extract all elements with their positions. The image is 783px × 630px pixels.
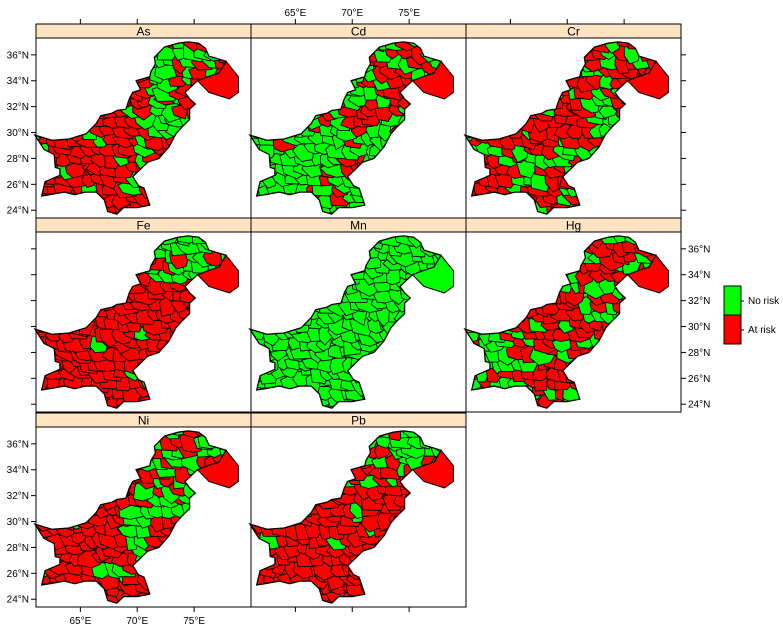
axes: 65°E 70°E 75°E 65°E 70°E 75°E 24°N 26°N 28°N 30°N…: [7, 8, 711, 627]
axis-tick-label: 28°N: [688, 348, 710, 359]
panel-title: As: [136, 25, 150, 39]
panel-cr: Cr: [463, 23, 682, 219]
panel-title: Cr: [567, 25, 580, 39]
axis-tick-label: 34°N: [7, 465, 29, 476]
axis-tick-label: 65°E: [69, 616, 91, 627]
legend-swatch: [723, 285, 742, 316]
axis-tick-label: 32°N: [688, 296, 710, 307]
country-outline: [463, 235, 657, 409]
map-area: [248, 37, 467, 219]
axis-tick-label: 75°E: [183, 616, 205, 627]
panel-cd: Cd: [248, 23, 467, 219]
country-outline: [248, 235, 442, 409]
axis-tick-label: 65°E: [284, 8, 306, 19]
map-area: [463, 231, 682, 413]
legend-label: No risk: [748, 296, 780, 307]
axis-tick-label: 24°N: [7, 595, 29, 606]
axis-tick-label: 32°N: [7, 491, 29, 502]
map-area: [248, 426, 467, 608]
axis-tick-label: 24°N: [688, 400, 710, 411]
country-outline: [33, 41, 227, 215]
axis-tick-label: 28°N: [7, 154, 29, 165]
map-panels: As Cd Cr Fe Mn Hg Ni Pb: [33, 23, 682, 608]
axis-tick-label: 36°N: [7, 50, 29, 61]
country-outline: [33, 430, 227, 604]
map-area: [33, 426, 252, 608]
axis-tick-label: 36°N: [7, 439, 29, 450]
panel-fe: Fe: [33, 217, 252, 413]
axis-tick-label: 36°N: [688, 244, 710, 255]
panel-pb: Pb: [248, 412, 467, 608]
axis-tick-label: 30°N: [688, 322, 710, 333]
axis-tick-label: 70°E: [126, 616, 148, 627]
map-area: [33, 37, 252, 219]
legend-swatch: [723, 314, 742, 345]
country-outline: [33, 235, 227, 409]
panel-title: Ni: [138, 414, 149, 428]
axis-tick-label: 34°N: [7, 76, 29, 87]
legend-label: At risk: [748, 325, 777, 336]
axis-tick-label: 32°N: [7, 102, 29, 113]
axis-tick-label: 26°N: [7, 180, 29, 191]
axis-tick-label: 30°N: [7, 517, 29, 528]
country-outline: [463, 41, 657, 215]
country-outline: [248, 41, 442, 215]
panel-title: Cd: [351, 25, 366, 39]
panel-ni: Ni: [33, 412, 252, 608]
panel-hg: Hg: [463, 217, 682, 413]
panel-mn: Mn: [248, 217, 467, 413]
axis-tick-label: 30°N: [7, 128, 29, 139]
country-outline: [248, 430, 442, 604]
district: [349, 315, 374, 337]
axis-tick-label: 75°E: [398, 8, 420, 19]
axis-tick-label: 26°N: [688, 374, 710, 385]
map-area: [463, 37, 682, 219]
legend: No risk At risk: [723, 285, 780, 345]
axis-tick-label: 70°E: [341, 8, 363, 19]
map-area: [248, 231, 467, 413]
panel-title: Mn: [350, 219, 367, 233]
panel-title: Hg: [566, 219, 581, 233]
axis-tick-label: 34°N: [688, 270, 710, 281]
axis-tick-label: 24°N: [7, 206, 29, 217]
axis-tick-label: 26°N: [7, 569, 29, 580]
panel-title: Fe: [136, 219, 150, 233]
panel-as: As: [33, 23, 252, 219]
panel-title: Pb: [351, 414, 366, 428]
map-area: [33, 231, 252, 413]
axis-tick-label: 28°N: [7, 543, 29, 554]
